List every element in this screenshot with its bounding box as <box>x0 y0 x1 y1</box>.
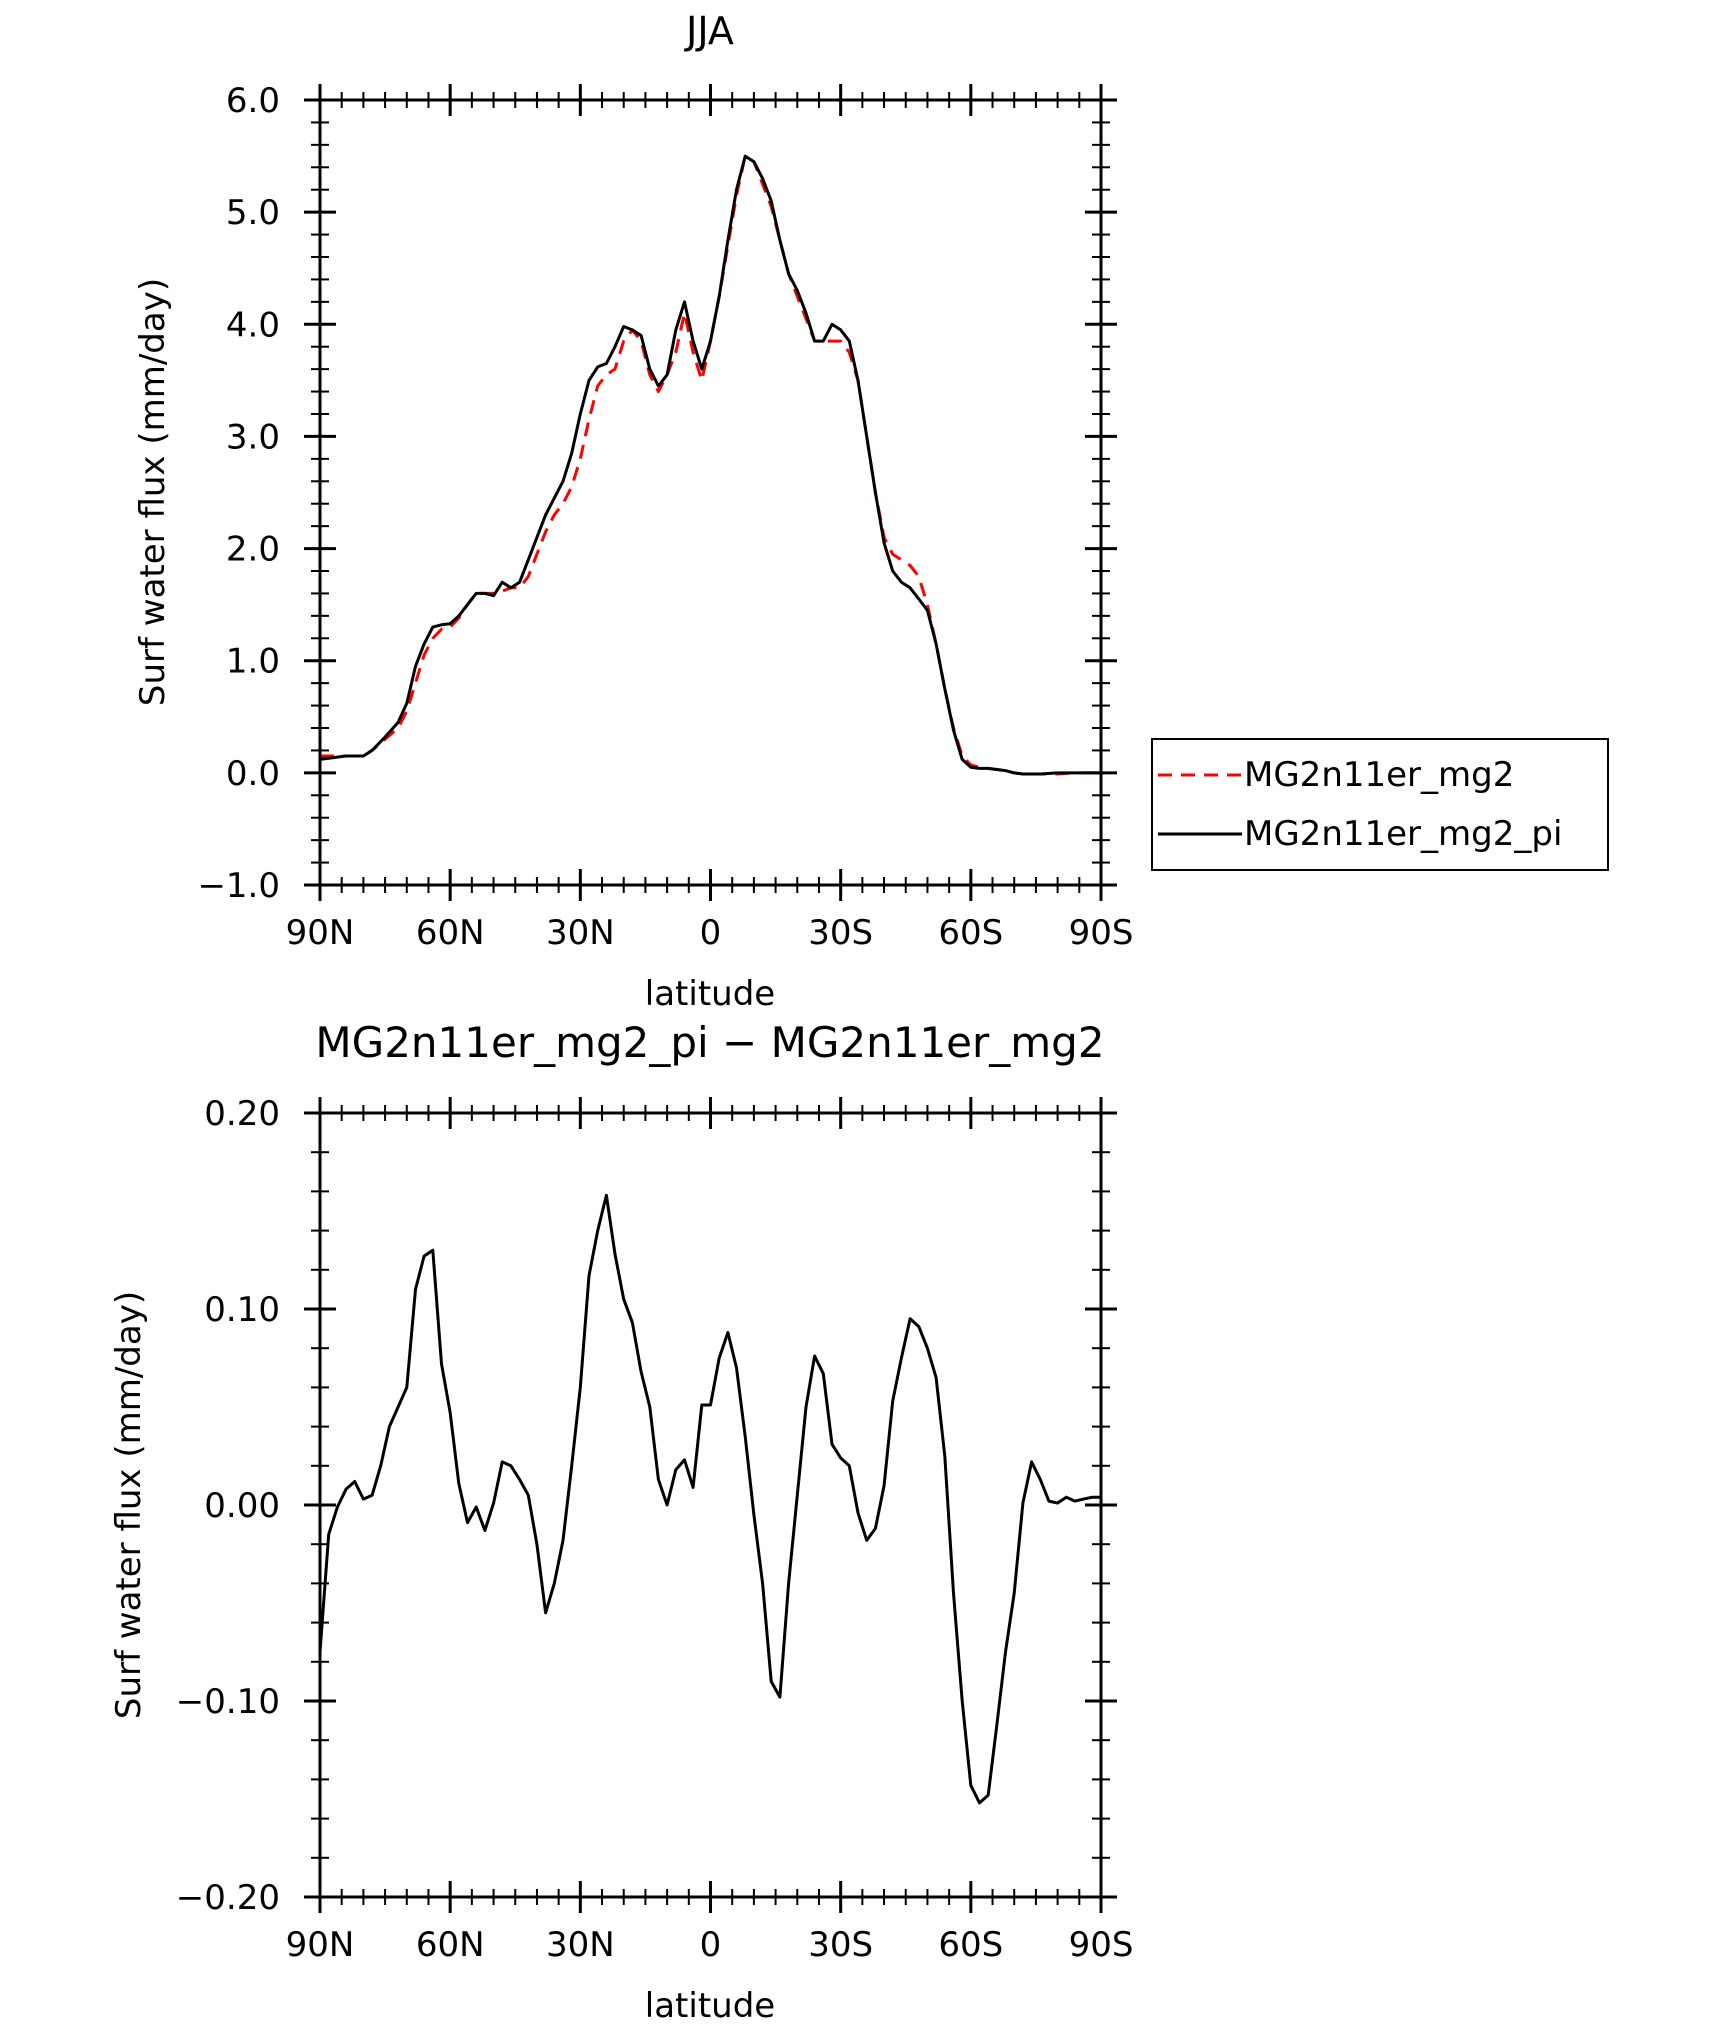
top-series-lines <box>319 154 1101 776</box>
x-tick-label: 60S <box>938 913 1003 953</box>
bottom-series-lines <box>318 1193 1101 1805</box>
legend-box <box>1151 738 1609 871</box>
legend-label-mg2-pi: MG2n11er_mg2_pi <box>1244 814 1562 854</box>
y-tick-label: 0.00 <box>204 1486 280 1526</box>
x-tick-label: 30S <box>808 913 873 953</box>
bottom-chart-title: MG2n11er_mg2_pi − MG2n11er_mg2 <box>315 1018 1104 1067</box>
bottom-x-tick-labels: 90N 60N 30N 0 30S 60S 90S <box>286 1925 1134 1965</box>
top-x-axis-label: latitude <box>645 974 775 1014</box>
x-tick-label: 60S <box>938 1925 1003 1965</box>
top-chart-title: JJA <box>684 9 734 53</box>
bottom-y-axis-label: Surf water flux (mm/day) <box>109 1291 149 1719</box>
top-panel: JJA −1.0 0.0 1.0 2.0 3.0 4.0 5.0 6.0 90N 60N 30N 0… <box>133 9 1609 1014</box>
bottom-panel: MG2n11er_mg2_pi − MG2n11er_mg2 −0.20 −0.1… <box>109 1018 1134 2026</box>
y-tick-label: −0.20 <box>176 1878 280 1918</box>
top-axis-ticks <box>304 84 1117 901</box>
x-tick-label: 30N <box>546 1925 615 1965</box>
y-tick-label: 4.0 <box>226 305 280 345</box>
y-tick-label: 2.0 <box>226 530 280 570</box>
top-y-axis-label: Surf water flux (mm/day) <box>133 278 173 706</box>
x-tick-label: 30N <box>546 913 615 953</box>
y-tick-label: 0.0 <box>226 754 280 794</box>
y-tick-label: 6.0 <box>226 81 280 121</box>
y-tick-label: −1.0 <box>197 866 280 906</box>
top-y-tick-labels: −1.0 0.0 1.0 2.0 3.0 4.0 5.0 6.0 <box>197 81 280 906</box>
bottom-x-axis-label: latitude <box>645 1986 775 2021</box>
x-tick-label: 90N <box>286 913 355 953</box>
y-tick-label: −0.10 <box>176 1682 280 1722</box>
series-line-MG2n11er_mg2 <box>320 154 1101 776</box>
bottom-y-tick-labels: −0.20 −0.10 0.00 0.10 0.20 <box>176 1094 280 1918</box>
y-tick-label: 3.0 <box>226 417 280 457</box>
top-plot-frame <box>318 98 1103 887</box>
x-tick-label: 30S <box>808 1925 873 1965</box>
x-tick-label: 90S <box>1069 1925 1134 1965</box>
y-tick-label: 5.0 <box>226 193 280 233</box>
y-tick-label: 1.0 <box>226 642 280 682</box>
top-x-tick-labels: 90N 60N 30N 0 30S 60S 90S <box>286 913 1134 953</box>
series-line-series-0 <box>318 1193 1101 1805</box>
x-tick-label: 0 <box>700 1925 722 1965</box>
series-line-MG2n11er_mg2_pi <box>319 154 1101 776</box>
legend: MG2n11er_mg2 MG2n11er_mg2_pi <box>1151 738 1609 871</box>
legend-label-mg2: MG2n11er_mg2 <box>1244 755 1514 795</box>
x-tick-label: 60N <box>416 913 485 953</box>
bottom-axis-ticks <box>304 1097 1117 1913</box>
bottom-plot-frame <box>318 1111 1103 1899</box>
y-tick-label: 0.10 <box>204 1290 280 1330</box>
x-tick-label: 90S <box>1069 913 1134 953</box>
y-tick-label: 0.20 <box>204 1094 280 1134</box>
x-tick-label: 90N <box>286 1925 355 1965</box>
x-tick-label: 60N <box>416 1925 485 1965</box>
x-tick-label: 0 <box>700 913 722 953</box>
